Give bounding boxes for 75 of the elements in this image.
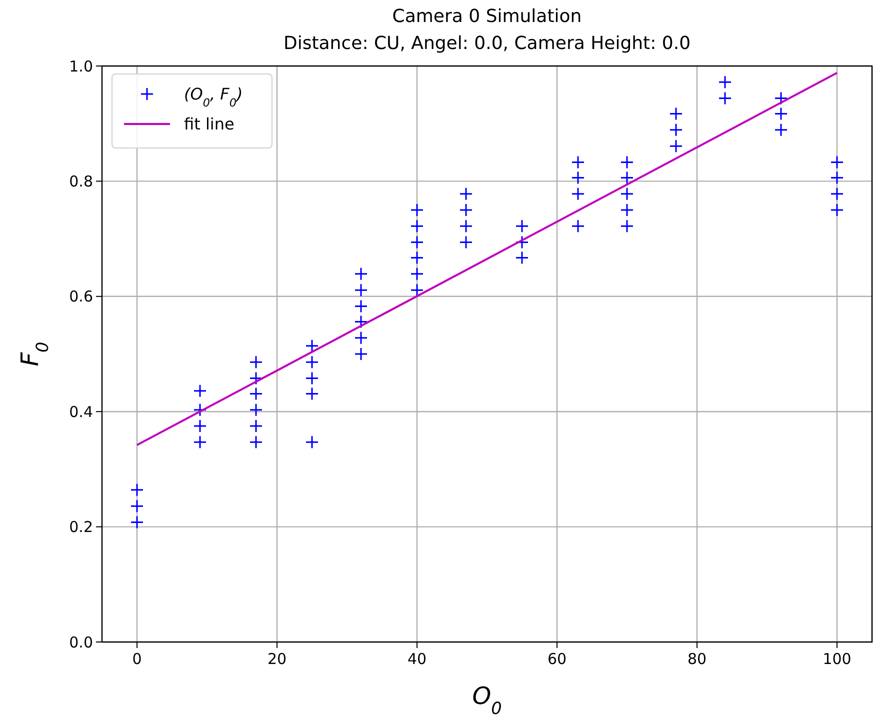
legend-label: (O$_{0}$, F$_{0}$) (184, 84, 243, 110)
point (249, 386, 263, 400)
y-tick-label: 0.4 (69, 402, 93, 421)
point (130, 515, 144, 529)
point (515, 219, 529, 233)
point (620, 187, 634, 201)
point (620, 170, 634, 184)
point (571, 155, 585, 169)
point (830, 203, 844, 217)
point (305, 386, 319, 400)
point (354, 299, 368, 313)
point (410, 236, 424, 250)
point (249, 419, 263, 433)
point (774, 92, 788, 106)
x-tick-label: 100 (822, 650, 852, 668)
y-tick-label: 0.2 (69, 518, 93, 536)
point (410, 251, 424, 265)
point (669, 139, 683, 153)
point (774, 107, 788, 121)
x-tick-label: 0 (132, 650, 142, 668)
point (669, 123, 683, 137)
x-tick-label: 20 (267, 650, 287, 668)
point (459, 236, 473, 250)
point (305, 371, 319, 385)
point (354, 314, 368, 328)
point (571, 187, 585, 201)
point (459, 203, 473, 217)
legend-label: fit line (184, 114, 234, 134)
point (354, 347, 368, 361)
x-tick-label: 80 (687, 650, 707, 668)
point (515, 236, 529, 250)
point (305, 355, 319, 369)
point (249, 355, 263, 369)
point (410, 219, 424, 233)
x-axis-title: O$_{0}$ (472, 682, 502, 718)
y-tick-label: 1.0 (69, 57, 93, 76)
point (830, 187, 844, 201)
point (571, 170, 585, 184)
point (193, 419, 207, 433)
point (620, 219, 634, 233)
point (305, 435, 319, 449)
x-tick-label: 60 (547, 650, 567, 668)
y-tick-label: 0.6 (69, 288, 93, 306)
point (718, 92, 732, 106)
chart-title: Camera 0 Simulation (392, 6, 582, 27)
point (774, 123, 788, 137)
point (620, 155, 634, 169)
point (410, 203, 424, 217)
point (459, 187, 473, 201)
point (354, 331, 368, 345)
point (249, 435, 263, 449)
point (305, 339, 319, 353)
point (669, 107, 683, 121)
point (830, 155, 844, 169)
point (193, 403, 207, 417)
point (354, 267, 368, 281)
point (410, 283, 424, 297)
point (459, 219, 473, 233)
point (249, 371, 263, 385)
x-tick-label: 40 (407, 650, 427, 668)
point (515, 251, 529, 265)
point (249, 403, 263, 417)
point (193, 435, 207, 449)
point (718, 75, 732, 89)
point (130, 483, 144, 497)
y-tick-label: 0.8 (69, 172, 93, 190)
y-tick-label: 0.0 (69, 633, 93, 652)
point (620, 203, 634, 217)
chart-subtitle: Distance: CU, Angel: 0.0, Camera Height: 0.0 (283, 33, 691, 54)
point (571, 219, 585, 233)
point (354, 283, 368, 297)
point (830, 170, 844, 184)
point (130, 499, 144, 513)
point (193, 384, 207, 398)
point (410, 267, 424, 281)
